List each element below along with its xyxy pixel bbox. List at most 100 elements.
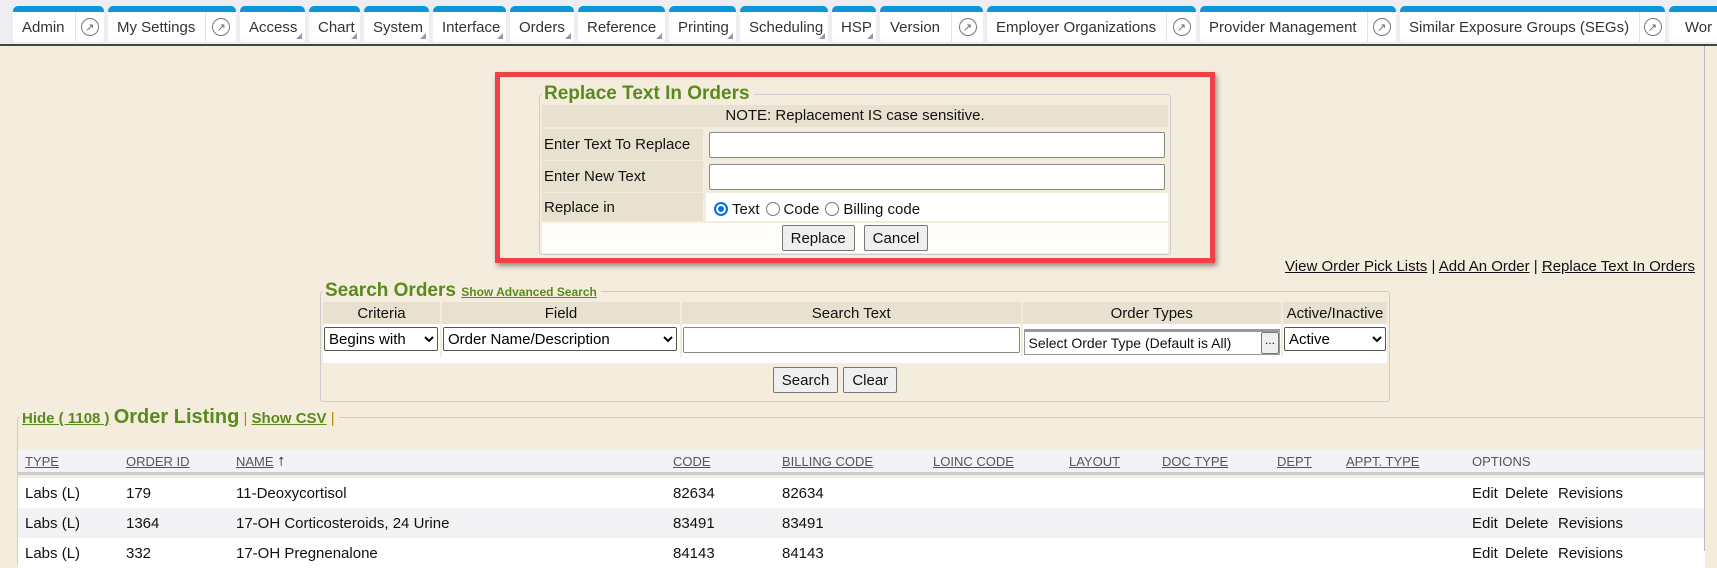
tab-label: Printing	[669, 19, 736, 36]
radio-text[interactable]: Text	[714, 201, 760, 218]
active-select[interactable]: Active	[1284, 327, 1386, 351]
nav-tab-reference[interactable]: Reference	[578, 6, 665, 42]
edit-link[interactable]: Edit	[1472, 515, 1498, 532]
separator: |	[1533, 258, 1538, 275]
arrow-icon: ↗	[1172, 18, 1191, 36]
nav-tab-orders[interactable]: Orders	[510, 6, 574, 42]
order-listing-panel: Hide ( 1108 ) Order Listing | Show CSV |…	[17, 406, 1705, 568]
column-header-name[interactable]: NAME	[236, 454, 274, 469]
column-header-billing-code[interactable]: BILLING CODE	[782, 454, 874, 469]
nav-tab-access[interactable]: Access	[240, 6, 305, 42]
radio-label: Code	[783, 200, 820, 218]
show-advanced-search-link[interactable]: Show Advanced Search	[461, 285, 597, 299]
nav-tab-hsp[interactable]: HSP	[832, 6, 876, 42]
nav-tab-version[interactable]: Version ↗	[880, 6, 983, 42]
cell-name: 17-OH Corticosteroids, 24 Urine	[236, 515, 450, 532]
radio-billing-code[interactable]: Billing code	[825, 201, 920, 218]
replace-in-label: Replace in	[542, 193, 703, 221]
hide-listing-link[interactable]: Hide ( 1108 )	[22, 410, 110, 427]
edit-link[interactable]: Edit	[1472, 485, 1498, 502]
tab-label: Chart	[309, 19, 360, 36]
cell-code: 84143	[673, 545, 715, 562]
column-header-options: OPTIONS	[1472, 454, 1531, 469]
search-title: Search Orders	[325, 280, 456, 301]
cell-type: Labs (L)	[25, 515, 81, 532]
open-external-icon[interactable]: ↗	[74, 12, 104, 42]
nav-tab-admin[interactable]: Admin ↗	[13, 6, 104, 42]
replace-text-link[interactable]: Replace Text In Orders	[1541, 258, 1695, 275]
delete-link[interactable]: Delete	[1505, 545, 1549, 562]
revisions-link[interactable]: Revisions	[1558, 485, 1624, 502]
cancel-button[interactable]: Cancel	[863, 225, 929, 251]
nav-tab-scheduling[interactable]: Scheduling	[740, 6, 828, 42]
nav-tab-wor[interactable]: Wor	[1669, 6, 1717, 42]
show-csv-link[interactable]: Show CSV	[251, 410, 327, 427]
tab-label: My Settings	[117, 18, 196, 36]
cell-order-id: 332	[126, 545, 152, 562]
view-pick-lists-link[interactable]: View Order Pick Lists	[1285, 258, 1428, 275]
table-row: Labs (L) 332 17-OH Pregnenalone 84143 84143 E…	[18, 538, 1705, 568]
tab-label: Version	[889, 18, 941, 36]
cell-name: 11-Deoxycortisol	[236, 485, 347, 502]
order-types-button[interactable]: ...	[1260, 332, 1279, 354]
criteria-select[interactable]: Begins with	[324, 327, 438, 351]
nav-tab-employer-organizations[interactable]: Employer Organizations ↗	[987, 6, 1196, 42]
open-external-icon[interactable]: ↗	[951, 12, 983, 42]
nav-tab-interface[interactable]: Interface	[433, 6, 506, 42]
column-header-dept[interactable]: DEPT	[1277, 454, 1312, 469]
open-external-icon[interactable]: ↗	[205, 12, 236, 42]
arrow-icon: ↗	[212, 18, 231, 36]
field-select[interactable]: Order Name/Description	[442, 327, 677, 351]
open-external-icon[interactable]: ↗	[1639, 12, 1665, 42]
sort-arrow-up-icon[interactable]: ⭡	[278, 454, 285, 469]
text-to-replace-input[interactable]	[709, 131, 1165, 158]
separator: |	[330, 410, 335, 427]
arrow-icon: ↗	[1643, 18, 1662, 36]
column-header-type[interactable]: TYPE	[25, 454, 59, 469]
search-text-input[interactable]	[682, 327, 1020, 353]
order-links: View Order Pick Lists | Add An Order | R…	[1285, 258, 1695, 275]
nav-tab-my-settings[interactable]: My Settings ↗	[108, 6, 236, 42]
text-to-replace-label: Enter Text To Replace	[542, 129, 703, 160]
delete-link[interactable]: Delete	[1505, 485, 1549, 502]
order-types-picker[interactable]: Select Order Type (Default is All)...	[1023, 329, 1280, 355]
tab-label: Access	[240, 19, 305, 36]
open-external-icon[interactable]: ↗	[1366, 12, 1396, 42]
tab-label: Employer Organizations	[996, 18, 1157, 36]
cell-code: 83491	[673, 515, 715, 532]
column-header-loinc-code[interactable]: LOINC CODE	[933, 454, 1014, 469]
column-header-layout[interactable]: LAYOUT	[1069, 454, 1121, 469]
tab-label: System	[364, 19, 429, 36]
search-button[interactable]: Search	[772, 367, 839, 393]
nav-tab-printing[interactable]: Printing	[669, 6, 736, 42]
nav-tab-similar-exposure-groups-segs-[interactable]: Similar Exposure Groups (SEGs) ↗	[1400, 6, 1665, 42]
new-text-input[interactable]	[709, 163, 1165, 190]
column-header-order-id[interactable]: ORDER ID	[126, 454, 190, 469]
open-external-icon[interactable]: ↗	[1166, 12, 1196, 42]
nav-tab-system[interactable]: System	[364, 6, 429, 42]
radio-icon[interactable]	[825, 202, 840, 216]
clear-button[interactable]: Clear	[843, 367, 898, 393]
arrow-icon: ↗	[80, 18, 99, 36]
radio-icon[interactable]	[765, 202, 780, 216]
delete-link[interactable]: Delete	[1505, 515, 1549, 532]
scrollbar[interactable]	[1704, 46, 1717, 551]
tab-label: Interface	[433, 19, 506, 36]
radio-code[interactable]: Code	[765, 200, 820, 218]
column-header-code[interactable]: CODE	[673, 454, 711, 469]
revisions-link[interactable]: Revisions	[1558, 545, 1624, 562]
arrow-icon: ↗	[958, 18, 977, 36]
table-row: Labs (L) 1364 17-OH Corticosteroids, 24 Ur…	[18, 508, 1705, 538]
tab-label: Similar Exposure Groups (SEGs)	[1409, 18, 1630, 36]
radio-icon[interactable]	[714, 202, 728, 216]
cell-billing-code: 84143	[782, 545, 824, 562]
table-header: TYPE ORDER ID NAME ⭡ CODE BILLING CODE LOINC C…	[18, 450, 1705, 475]
column-header-doc-type[interactable]: DOC TYPE	[1162, 454, 1229, 469]
revisions-link[interactable]: Revisions	[1558, 515, 1624, 532]
replace-button[interactable]: Replace	[781, 225, 855, 251]
add-order-link[interactable]: Add An Order	[1438, 258, 1530, 275]
edit-link[interactable]: Edit	[1472, 545, 1498, 562]
nav-tab-provider-management[interactable]: Provider Management ↗	[1200, 6, 1396, 42]
column-header-appt-type[interactable]: APPT. TYPE	[1346, 454, 1420, 469]
nav-tab-chart[interactable]: Chart	[309, 6, 360, 42]
